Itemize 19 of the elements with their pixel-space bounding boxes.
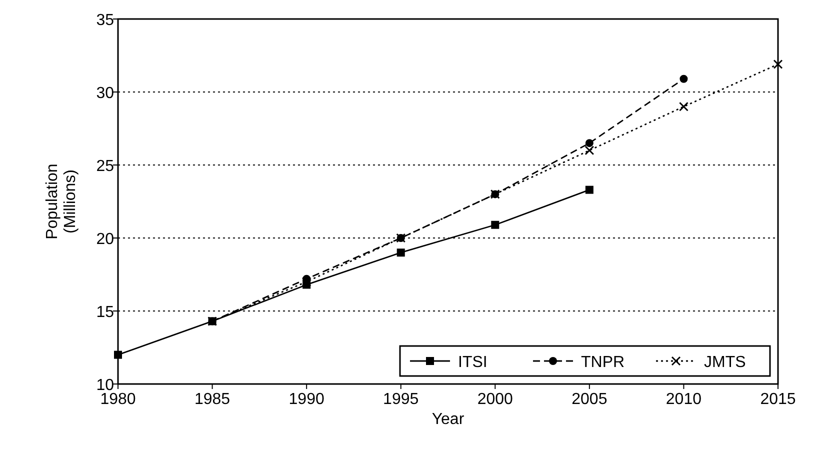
y-tick-label: 30 [96, 85, 114, 102]
x-tick-label: 2000 [477, 391, 514, 408]
legend-label: JMTS [704, 354, 746, 371]
y-tick-label: 35 [96, 12, 114, 29]
legend-label: TNPR [581, 354, 625, 371]
y-axis-title: Population (Millions) [44, 164, 79, 240]
y-tick-label: 10 [96, 377, 114, 394]
x-tick-label: 2015 [760, 391, 796, 408]
x-tick-label: 2010 [666, 391, 702, 408]
x-tick-label: 1990 [288, 391, 324, 408]
y-tick-label: 25 [96, 158, 114, 175]
y-tick-label: 20 [96, 231, 114, 248]
x-axis-title: Year [432, 411, 465, 428]
x-tick-label: 1995 [383, 391, 419, 408]
legend-label: ITSI [458, 354, 488, 371]
x-tick-label: 1985 [194, 391, 230, 408]
x-tick-label: 1980 [100, 391, 136, 408]
x-tick-label: 2005 [572, 391, 608, 408]
y-tick-label: 15 [96, 304, 114, 321]
